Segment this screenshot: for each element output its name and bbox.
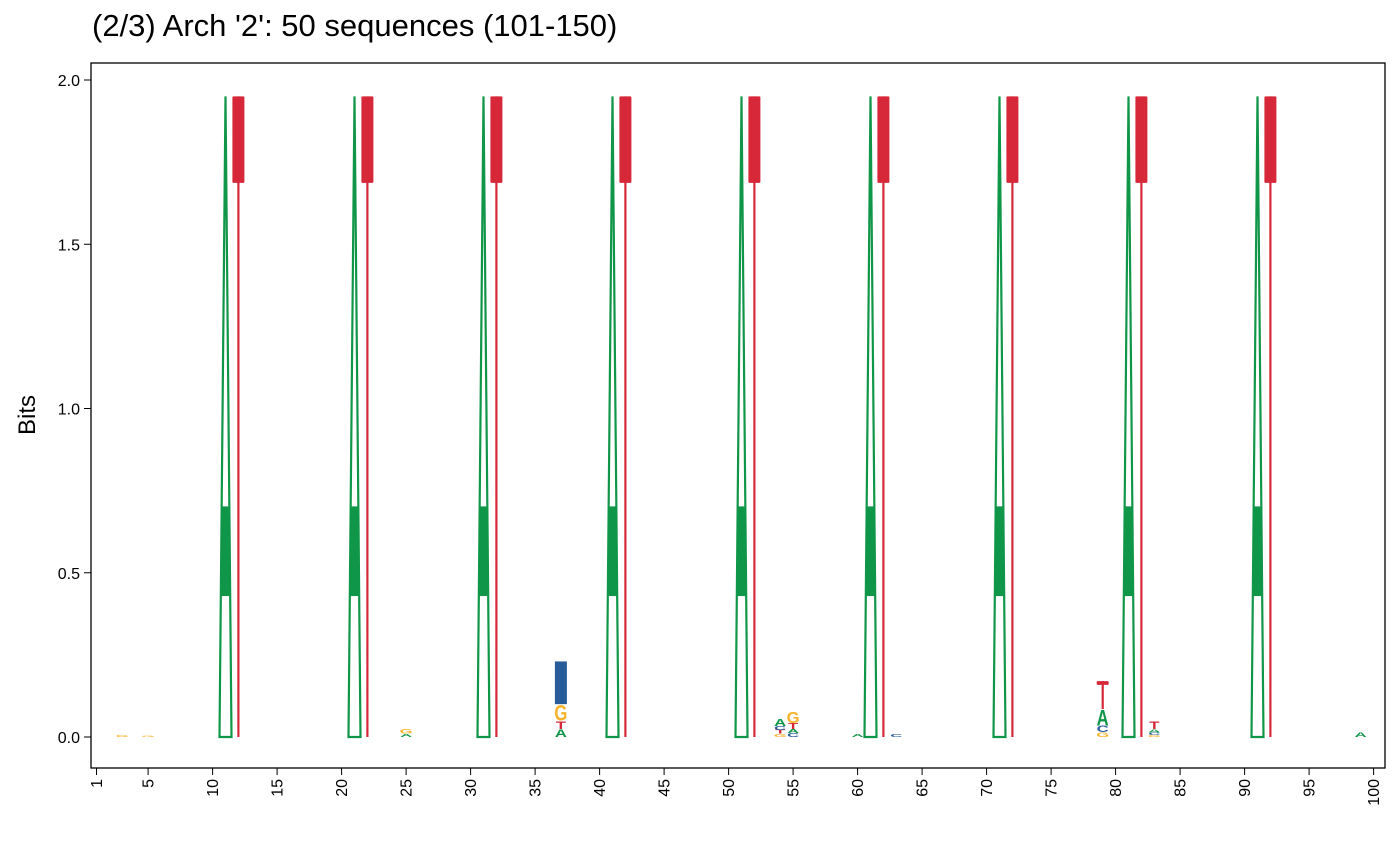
- x-tick-label: 85: [1173, 779, 1190, 797]
- logo-letter-T: [1135, 96, 1148, 738]
- logo-letter-T: [619, 96, 632, 738]
- logo-letter-G: G: [787, 710, 800, 727]
- logo-letter-T: [490, 96, 503, 738]
- logo-letter-A: [863, 96, 878, 739]
- x-tick-label: 20: [334, 779, 351, 797]
- logo-letter-T: [232, 96, 245, 738]
- x-tick-label: 1: [89, 779, 106, 788]
- logo-letter-A: [605, 96, 620, 739]
- y-tick-label: 2.0: [58, 73, 80, 90]
- logo-letter-A: [476, 96, 491, 739]
- logo-letter-G: G: [1148, 735, 1161, 738]
- logo-letter-C: C: [890, 733, 902, 738]
- logo-letter-T: T: [775, 729, 786, 735]
- x-tick-label: 25: [399, 779, 416, 797]
- x-tick-label: 80: [1108, 779, 1125, 797]
- logo-letter-A: A: [555, 727, 567, 740]
- logo-letter-A: [734, 96, 749, 739]
- x-tick-label: 5: [141, 779, 158, 788]
- y-tick-label: 0.0: [58, 730, 80, 747]
- logo-letter-T: [1096, 681, 1109, 710]
- y-tick-label: 1.0: [58, 402, 80, 419]
- logo-letter-C: C: [787, 732, 799, 738]
- x-tick-label: 95: [1302, 779, 1319, 797]
- x-tick-label: 15: [270, 779, 287, 797]
- logo-letter-A: A: [852, 733, 864, 738]
- logo-letter-G: G: [142, 736, 155, 738]
- logo-letter-A: [992, 96, 1007, 739]
- y-tick-label: 0.5: [58, 566, 80, 583]
- logo-letter-A: A: [1355, 731, 1367, 738]
- x-axis: 1 5 10 15 20 25 30 35 40 45 50 55 60 65 70 75 80 85 90 95 10…: [89, 768, 1383, 806]
- x-tick-label: 45: [657, 779, 674, 797]
- logo-letter-A: A: [774, 717, 786, 728]
- chart-title: (2/3) Arch '2': 50 sequences (101-150): [92, 8, 618, 43]
- x-tick-label: 40: [592, 779, 609, 797]
- logo-letter-T: [877, 96, 890, 738]
- x-tick-label: 55: [786, 779, 803, 797]
- logo-letter-C: C: [1148, 732, 1160, 736]
- y-axis: 0.0 0.5 1.0 1.5 2.0: [58, 73, 92, 747]
- logo-letter-A: A: [1097, 706, 1109, 731]
- logo-letter-T: [1264, 96, 1277, 738]
- logo-letter-T: T: [788, 722, 798, 731]
- logo-letter-A: A: [1148, 728, 1160, 733]
- x-tick-label: 70: [979, 779, 996, 797]
- logo-letter-C: C: [1097, 724, 1109, 734]
- logo-letter-T: T: [556, 719, 567, 732]
- x-tick-label: 90: [1237, 779, 1254, 797]
- logo-letter-A: A: [400, 733, 412, 738]
- logo-letter-T: [361, 96, 374, 738]
- logo-letter-T: T: [1149, 719, 1160, 732]
- x-tick-label: 10: [205, 779, 222, 797]
- logo-letter-A: [347, 96, 362, 739]
- logo-letter-C: [554, 661, 567, 705]
- y-axis-title: Bits: [14, 395, 41, 435]
- x-tick-label: 60: [850, 779, 867, 797]
- x-tick-label: 100: [1366, 779, 1383, 806]
- x-tick-label: 50: [721, 779, 738, 797]
- logo-letter-G: G: [1096, 731, 1109, 738]
- x-tick-label: 75: [1044, 779, 1061, 797]
- logo-letter-T: [748, 96, 761, 738]
- logo-letter-A: A: [787, 728, 799, 734]
- logo-letter-A: [218, 96, 233, 739]
- logo-letter-G: G: [400, 728, 413, 735]
- y-tick-label: 1.5: [58, 237, 80, 254]
- logo-letter-T: [1006, 96, 1019, 738]
- x-tick-label: 35: [528, 779, 545, 797]
- logo-letter-A: [1121, 96, 1136, 739]
- x-tick-label: 65: [915, 779, 932, 797]
- logo-letter-G: G: [554, 701, 567, 726]
- logo-letter-G: G: [116, 735, 129, 738]
- logo-letter-A: [1250, 96, 1265, 739]
- logo-letter-G: G: [774, 733, 787, 738]
- logo-letter-C: C: [774, 725, 786, 731]
- x-tick-label: 30: [463, 779, 480, 797]
